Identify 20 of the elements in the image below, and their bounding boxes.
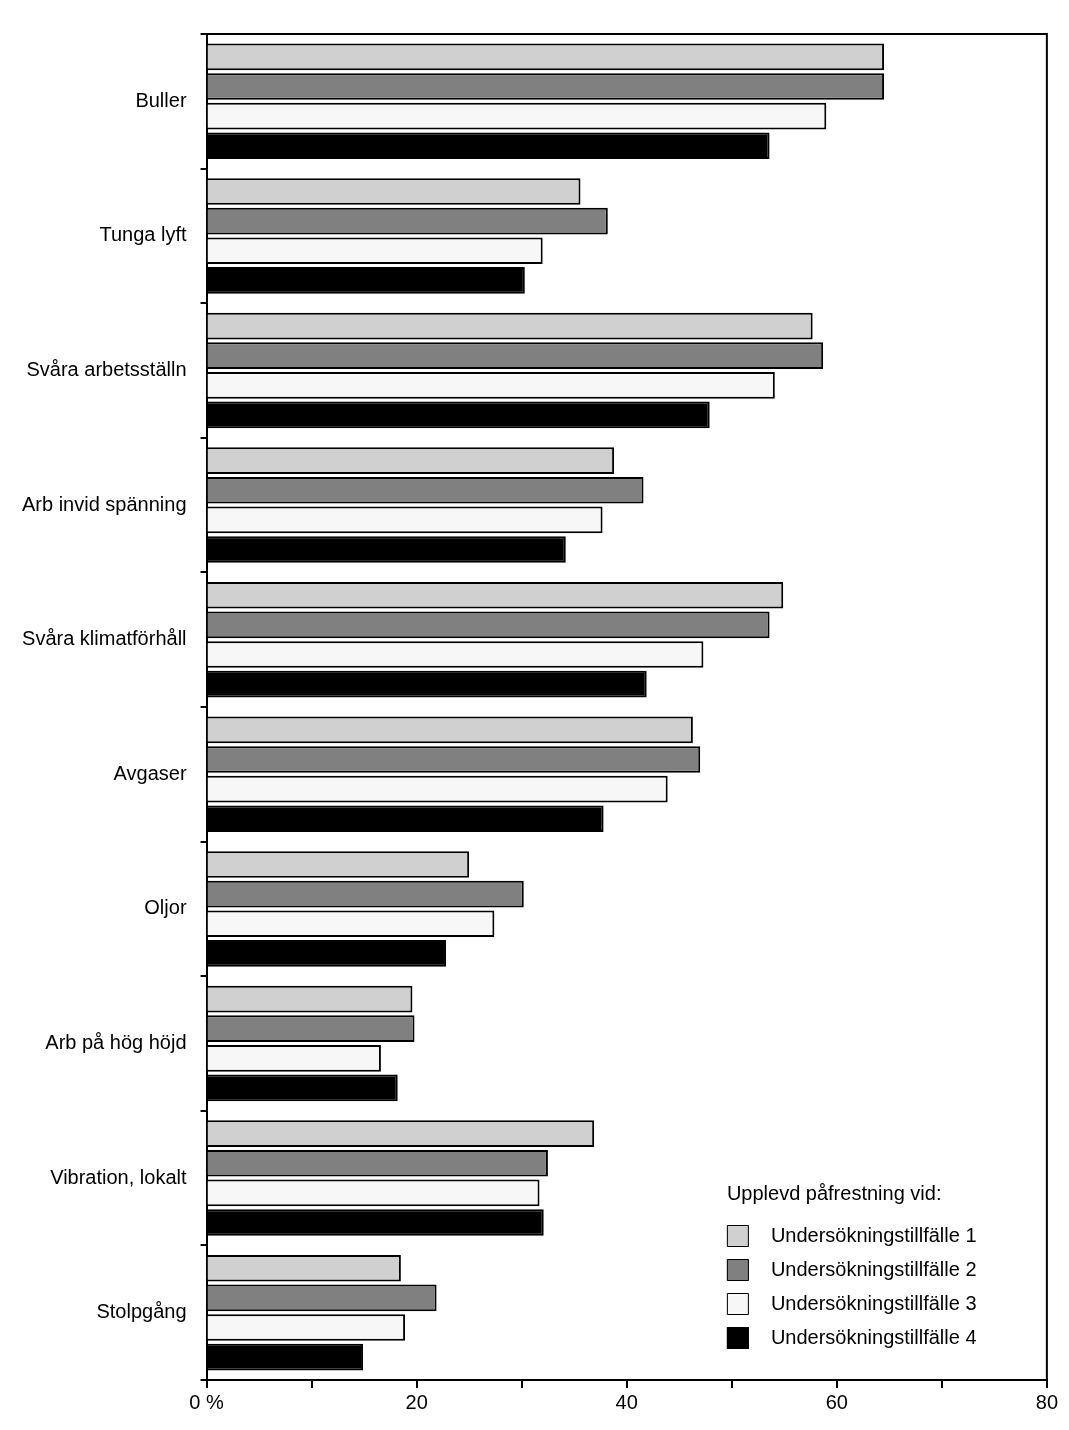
y-tick-label: Arb invid spänning (21, 492, 187, 515)
x-tick-label: 60 (825, 1390, 848, 1413)
x-tick-label: 20 (405, 1390, 428, 1413)
legend-label: Undersökningstillfälle 3 (770, 1291, 977, 1314)
y-tick-label: Tunga lyft (99, 223, 187, 246)
x-tick-label: 80 (1035, 1390, 1058, 1413)
legend-label: Undersökningstillfälle 1 (770, 1223, 977, 1246)
x-tick-label: 40 (615, 1390, 638, 1413)
y-tick-label: Stolpgång (96, 1300, 187, 1323)
legend-title: Upplevd påfrestning vid: (726, 1181, 942, 1204)
y-tick-label: Arb på hög höjd (45, 1031, 187, 1054)
y-tick-label: Svåra klimatförhåll (22, 627, 187, 650)
y-tick-label: Svåra arbetsställn (26, 358, 187, 381)
y-tick-label: Oljor (144, 896, 187, 919)
y-tick-label: Avgaser (113, 761, 187, 784)
legend-label: Undersökningstillfälle 4 (770, 1325, 977, 1348)
legend-label: Undersökningstillfälle 2 (770, 1257, 977, 1280)
y-tick-label: Buller (135, 88, 187, 111)
y-tick-label: Vibration, lokalt (50, 1165, 187, 1188)
x-tick-label: 0 % (189, 1390, 224, 1413)
